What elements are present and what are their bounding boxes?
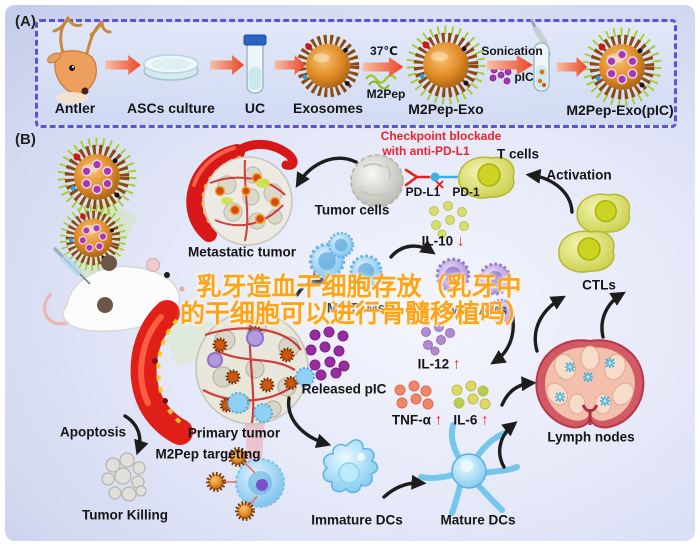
il12-cytokine-dots <box>421 322 455 356</box>
mature-dcs-label: Mature DCs <box>440 512 516 528</box>
anti-pd-l1-antibody-icon <box>404 168 458 189</box>
figure-background: (A) (B) Antler ASCs culture UC Exosomes … <box>5 5 695 541</box>
tnf-cytokine-dots <box>394 380 434 410</box>
il12-trend-arrow: ↑ <box>452 355 461 373</box>
exosome-icon <box>301 39 354 92</box>
released-pic-label: Released pIC <box>301 381 387 397</box>
arrow-mature-dc-to-lymph <box>497 421 518 469</box>
released-pic-dots <box>305 326 350 381</box>
arrow-lymph-to-ctls-2 <box>600 291 626 339</box>
panel-b-label: (B) <box>15 131 36 148</box>
petri-dish-icon <box>143 54 199 81</box>
m1-tams-label: M1 TAMs <box>448 302 508 318</box>
step-label-uc: UC <box>244 100 266 116</box>
step-label-exosomes: Exosomes <box>292 100 364 116</box>
il6-cytokine-dots <box>451 380 491 410</box>
m2pep-targeting-icon <box>206 447 285 521</box>
m2pep-targeting-label: M2Pep targeting <box>155 446 261 462</box>
temperature-label: 37℃ <box>370 44 398 58</box>
ctl-cell-icon <box>576 193 631 234</box>
primary-tumor-icon <box>130 300 315 473</box>
checkpoint-blockade-label-2: with anti-PD-L1 <box>382 144 470 158</box>
arrow-lymph-to-ctls-1 <box>533 295 566 353</box>
watermark-line-2: 的干细胞可以进行骨髓移植吗） <box>179 300 531 328</box>
arrow-activation-to-tcells <box>525 168 574 214</box>
tnf-label: TNF-α ↑ <box>392 412 442 429</box>
checkpoint-blockade-label-1: Checkpoint blockade <box>380 129 502 143</box>
arrow-tumorcells-to-metastatic <box>295 156 358 188</box>
tumor-killing-label: Tumor Killing <box>82 507 168 523</box>
arrow-m1-down <box>490 306 515 365</box>
il10-text: IL-10 <box>421 233 454 249</box>
figure-graphics <box>42 16 695 521</box>
il6-label: IL-6 ↑ <box>453 412 488 429</box>
tube-icon <box>243 34 267 94</box>
panel-a-label: (A) <box>15 13 36 30</box>
pd-l1-label: PD-L1 <box>405 185 441 199</box>
step-label-antler: Antler <box>54 100 96 116</box>
t-cells-label: T cells <box>496 146 540 162</box>
il10-trend-arrow: ↓ <box>456 232 465 250</box>
metastatic-tumor-label: Metastatic tumor <box>187 244 297 260</box>
tumor-cell-icon <box>350 154 404 208</box>
apoptotic-cell-icon <box>101 452 147 502</box>
metastatic-tumor-icon <box>186 139 298 246</box>
sonication-label: Sonication <box>481 44 543 58</box>
immature-dc-icon <box>322 439 379 494</box>
tnf-text: TNF-α <box>391 412 431 428</box>
syringe-icon <box>52 246 91 285</box>
il6-text: IL-6 <box>453 412 478 428</box>
step-label-ascs-culture: ASCs culture <box>127 100 215 116</box>
watermark-line-1: 乳牙造血干细胞存放（乳牙中 <box>196 273 522 301</box>
pic-label: pIC <box>514 70 534 84</box>
arrow-pic-to-immature-dc <box>286 396 332 449</box>
mature-dc-icon <box>418 422 520 516</box>
immature-dcs-label: Immature DCs <box>311 512 403 528</box>
il12-text: IL-12 <box>417 356 450 372</box>
arrow-tumor-to-m2tams <box>295 272 328 297</box>
pd-1-label: PD-1 <box>452 185 480 199</box>
step-label-m2pep-exo-pic: M2Pep-Exo(pIC) <box>566 102 674 118</box>
ctl-cell-icon-2 <box>558 230 615 273</box>
il10-label: IL-10 ↓ <box>422 233 465 250</box>
il6-trend-arrow: ↑ <box>481 411 489 429</box>
deer-icon <box>47 16 112 104</box>
ctls-label: CTLs <box>582 277 616 293</box>
m2pep-label: M2Pep <box>366 87 406 101</box>
arrow-m2-to-m1 <box>389 239 436 259</box>
tumor-cells-label: Tumor cells <box>314 202 390 218</box>
lymph-nodes-label: Lymph nodes <box>547 429 635 445</box>
tnf-trend-arrow: ↑ <box>434 411 443 429</box>
step-label-m2pep-exo: M2Pep-Exo <box>408 101 484 117</box>
arrow-immature-to-mature-dc <box>382 474 427 499</box>
arrow-apoptosis <box>123 414 149 456</box>
flow-arrows <box>123 156 626 499</box>
exosome-pic-icon <box>587 32 657 102</box>
lymph-node-icon <box>535 339 645 429</box>
m2-tams-label: M2 TAMs <box>326 300 386 316</box>
sonication-tube-icon <box>529 18 551 92</box>
il10-cytokine-dots <box>429 201 469 239</box>
activation-label: Activation <box>546 167 612 183</box>
exosome-m2pep-icon <box>411 30 481 100</box>
primary-tumor-label: Primary tumor <box>187 425 281 441</box>
apoptosis-label: Apoptosis <box>60 424 126 440</box>
il12-label: IL-12 ↑ <box>418 356 461 373</box>
arrow-pic-to-lymph <box>500 376 537 407</box>
